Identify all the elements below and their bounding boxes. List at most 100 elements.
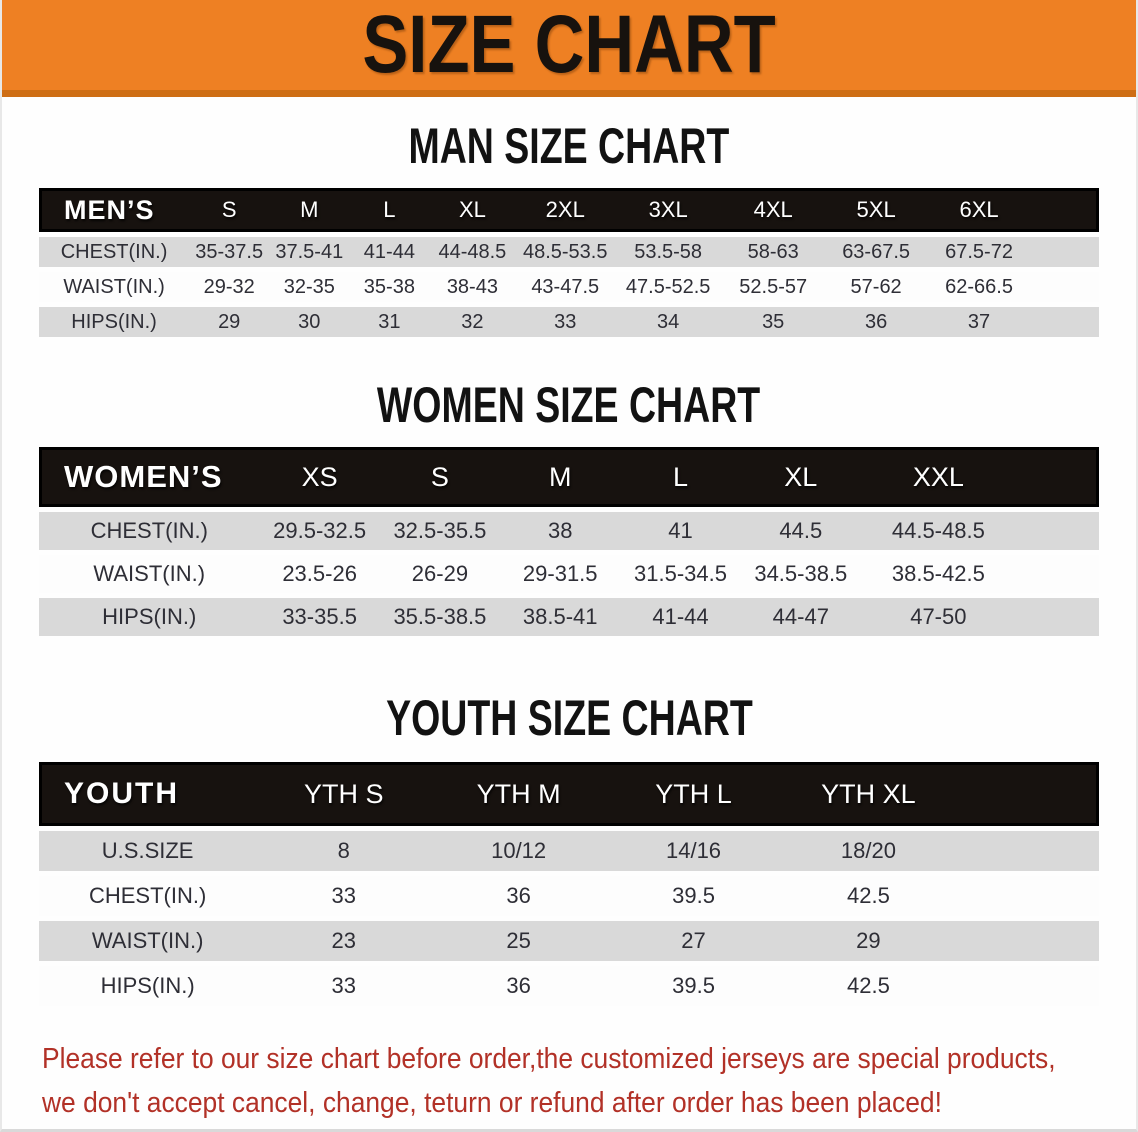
spacer-cell [1031,272,1099,302]
men-section-heading: MAN SIZE CHART [408,118,730,174]
size-value-cell: 8 [256,831,432,871]
disclaimer-line-1: Please refer to our size chart before or… [42,1043,1056,1075]
size-column-header: 6XL [927,188,1032,232]
size-column-header: XL [740,447,861,507]
youth-section: YOUTH SIZE CHART YOUTH YTH S YTH M YTH L YT… [2,693,1136,1011]
size-value-cell: 23.5-26 [259,555,380,593]
size-value-cell: 39.5 [606,966,781,1006]
row-label-cell: CHEST(IN.) [39,237,190,267]
size-column-header: YTH XL [780,762,956,826]
size-value-cell: 37.5-41 [269,237,350,267]
size-value-cell: 52.5-57 [721,272,826,302]
size-column-header: 2XL [515,188,616,232]
spacer-cell [1031,237,1099,267]
measurement-row: CHEST(IN.) 35-37.5 37.5-41 41-44 44-48.5 48.5… [39,237,1099,267]
size-value-cell: 18/20 [780,831,956,871]
size-value-cell: 36 [825,307,928,337]
size-value-cell: 44-47 [740,598,861,636]
size-column-header: XXL [860,447,1016,507]
size-value-cell: 48.5-53.5 [515,237,616,267]
size-value-cell: 33-35.5 [259,598,380,636]
spacer-cell [1015,512,1099,550]
measurement-row: HIPS(IN.) 33-35.5 35.5-38.5 38.5-41 41-44 44-… [39,598,1099,636]
row-label-cell: CHEST(IN.) [39,876,257,916]
measurement-row: HIPS(IN.) 29 30 31 32 33 34 35 36 37 [39,307,1099,337]
size-column-header: YTH L [606,762,781,826]
banner-title: SIZE CHART [362,0,776,90]
size-column-header: 5XL [825,188,928,232]
size-value-cell: 38 [500,512,621,550]
spacer-cell [955,966,1099,1006]
size-value-cell: 43-47.5 [515,272,616,302]
size-value-cell: 23 [256,921,432,961]
women-section-heading: WOMEN SIZE CHART [377,377,761,433]
row-label-cell: HIPS(IN.) [39,966,257,1006]
size-value-cell: 41 [620,512,741,550]
size-value-cell: 42.5 [780,966,956,1006]
size-value-cell: 33 [256,876,432,916]
size-value-cell: 63-67.5 [825,237,928,267]
size-column-header: 4XL [721,188,826,232]
size-value-cell: 32 [429,307,516,337]
row-label-cell: U.S.SIZE [39,831,257,871]
size-value-cell: 32.5-35.5 [379,512,501,550]
women-section: WOMEN SIZE CHART WOMEN’S XS S M L XL XXL CHES… [2,380,1136,641]
size-value-cell: 35-37.5 [189,237,270,267]
youth-size-table: YOUTH YTH S YTH M YTH L YTH XL U.S.SIZE 8 10/… [39,757,1099,1011]
size-value-cell: 44.5-48.5 [860,512,1016,550]
size-value-cell: 44.5 [740,512,861,550]
size-column-header: 3XL [615,188,722,232]
spacer-cell [955,876,1099,916]
size-value-cell: 29.5-32.5 [259,512,380,550]
row-label-cell: WAIST(IN.) [39,272,190,302]
size-value-cell: 58-63 [721,237,826,267]
measurement-row: U.S.SIZE 8 10/12 14/16 18/20 [39,831,1099,871]
size-value-cell: 38.5-41 [500,598,621,636]
size-value-cell: 47.5-52.5 [615,272,722,302]
size-value-cell: 33 [515,307,616,337]
row-label-cell: WAIST(IN.) [39,555,260,593]
row-label-cell: HIPS(IN.) [39,307,190,337]
size-value-cell: 31.5-34.5 [620,555,741,593]
disclaimer-line-2: we don't accept cancel, change, teturn o… [42,1087,942,1119]
size-value-cell: 53.5-58 [615,237,722,267]
size-value-cell: 33 [256,966,432,1006]
size-column-header: M [269,188,350,232]
youth-header-row: YOUTH YTH S YTH M YTH L YTH XL [39,762,1099,826]
size-value-cell: 29 [189,307,270,337]
spacer-cell [1015,555,1099,593]
size-value-cell: 35.5-38.5 [379,598,501,636]
size-column-header: XL [429,188,516,232]
size-value-cell: 47-50 [860,598,1016,636]
men-header-row: MEN’S S M L XL 2XL 3XL 4XL 5XL 6XL [39,188,1099,232]
measurement-row: WAIST(IN.) 23.5-26 26-29 29-31.5 31.5-34.5 34… [39,555,1099,593]
size-value-cell: 35 [721,307,826,337]
disclaimer: Please refer to our size chart before or… [42,1037,1136,1125]
size-column-header: L [349,188,430,232]
size-value-cell: 30 [269,307,350,337]
men-size-table: MEN’S S M L XL 2XL 3XL 4XL 5XL 6XL CHEST(IN.) 35-… [39,183,1099,342]
size-value-cell: 14/16 [606,831,781,871]
size-value-cell: 41-44 [349,237,430,267]
size-value-cell: 39.5 [606,876,781,916]
size-column-header: S [189,188,270,232]
size-value-cell: 36 [431,966,607,1006]
size-value-cell: 31 [349,307,430,337]
spacer-cell [1031,188,1099,232]
youth-corner-label: YOUTH [39,762,257,826]
size-value-cell: 42.5 [780,876,956,916]
men-corner-label: MEN’S [39,188,190,232]
size-value-cell: 10/12 [431,831,607,871]
spacer-cell [1031,307,1099,337]
banner: SIZE CHART [2,0,1136,97]
size-column-header: S [379,447,501,507]
size-value-cell: 34.5-38.5 [740,555,861,593]
spacer-cell [955,762,1099,826]
size-value-cell: 29-31.5 [500,555,621,593]
size-value-cell: 57-62 [825,272,928,302]
size-value-cell: 34 [615,307,722,337]
size-value-cell: 38-43 [429,272,516,302]
size-column-header: YTH S [256,762,432,826]
measurement-row: WAIST(IN.) 29-32 32-35 35-38 38-43 43-47.5 47.… [39,272,1099,302]
